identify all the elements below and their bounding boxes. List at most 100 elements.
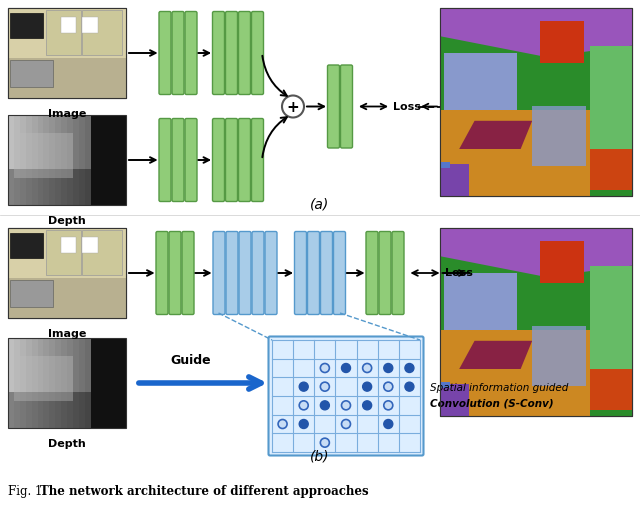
Bar	[8, 392, 14, 428]
Bar	[440, 382, 450, 388]
Bar	[79, 392, 84, 428]
Text: (b): (b)	[310, 450, 330, 464]
Bar	[108, 169, 114, 205]
Polygon shape	[460, 341, 532, 369]
Polygon shape	[460, 121, 532, 149]
FancyBboxPatch shape	[340, 65, 353, 148]
Text: Convolution (S-Conv): Convolution (S-Conv)	[430, 399, 554, 409]
Bar	[46, 10, 81, 55]
Bar	[440, 8, 632, 196]
Bar	[102, 392, 108, 428]
FancyBboxPatch shape	[159, 119, 171, 202]
Circle shape	[363, 364, 372, 372]
Bar	[26, 115, 31, 169]
Polygon shape	[440, 228, 632, 277]
Bar	[8, 228, 126, 318]
Circle shape	[342, 401, 351, 410]
Bar	[49, 392, 55, 428]
Text: Loss: Loss	[445, 268, 472, 278]
Bar	[102, 115, 108, 169]
Bar	[102, 169, 108, 205]
FancyBboxPatch shape	[239, 11, 250, 94]
Circle shape	[342, 364, 351, 372]
Bar	[49, 338, 55, 392]
Bar	[83, 17, 98, 33]
Bar	[31, 115, 38, 169]
Bar	[532, 326, 586, 386]
Circle shape	[282, 95, 304, 117]
FancyBboxPatch shape	[226, 231, 238, 314]
Bar	[83, 230, 122, 275]
Bar	[31, 169, 38, 205]
Bar	[440, 8, 632, 196]
Bar	[79, 338, 84, 392]
Bar	[73, 115, 79, 169]
Bar	[540, 241, 584, 283]
Circle shape	[321, 438, 330, 447]
FancyBboxPatch shape	[328, 65, 339, 148]
Bar	[49, 115, 55, 169]
Bar	[91, 115, 126, 205]
Bar	[8, 228, 126, 318]
Bar	[61, 392, 67, 428]
FancyBboxPatch shape	[185, 119, 197, 202]
Bar	[20, 338, 26, 392]
FancyBboxPatch shape	[252, 11, 264, 94]
FancyBboxPatch shape	[333, 231, 346, 314]
Bar	[91, 338, 126, 428]
Bar	[590, 46, 632, 149]
Bar	[8, 169, 14, 205]
Bar	[108, 338, 114, 392]
FancyBboxPatch shape	[392, 231, 404, 314]
FancyBboxPatch shape	[182, 231, 194, 314]
FancyBboxPatch shape	[379, 231, 391, 314]
FancyBboxPatch shape	[265, 231, 277, 314]
Bar	[46, 230, 81, 275]
Bar	[114, 115, 120, 169]
Bar	[8, 8, 126, 57]
Bar	[8, 338, 14, 392]
Text: Guide: Guide	[171, 354, 211, 367]
Bar	[84, 115, 91, 169]
FancyBboxPatch shape	[321, 231, 333, 314]
Bar	[10, 280, 53, 307]
Circle shape	[300, 401, 308, 410]
Text: (a): (a)	[310, 198, 330, 212]
Bar	[532, 106, 586, 166]
Bar	[14, 356, 73, 401]
Bar	[84, 392, 91, 428]
Bar	[590, 149, 632, 190]
Circle shape	[384, 364, 393, 372]
Circle shape	[405, 382, 414, 391]
Bar	[83, 237, 98, 253]
Bar	[91, 169, 97, 205]
Bar	[8, 57, 126, 98]
Polygon shape	[440, 8, 632, 57]
Text: +: +	[287, 100, 300, 115]
Bar	[440, 228, 632, 416]
FancyBboxPatch shape	[156, 231, 168, 314]
FancyBboxPatch shape	[225, 119, 237, 202]
FancyBboxPatch shape	[185, 11, 197, 94]
Text: Depth: Depth	[48, 439, 86, 449]
Bar	[38, 338, 44, 392]
Bar	[108, 392, 114, 428]
Bar	[10, 12, 44, 37]
Bar	[20, 392, 26, 428]
Bar	[14, 133, 73, 178]
Text: Depth: Depth	[48, 216, 86, 226]
Bar	[91, 115, 97, 169]
Bar	[20, 115, 26, 169]
Bar	[73, 392, 79, 428]
Bar	[49, 169, 55, 205]
Bar	[440, 228, 632, 416]
Bar	[44, 169, 49, 205]
Bar	[97, 115, 102, 169]
Bar	[444, 273, 517, 329]
Bar	[31, 392, 38, 428]
Bar	[8, 228, 126, 278]
Bar	[61, 338, 67, 392]
Polygon shape	[440, 329, 590, 416]
FancyBboxPatch shape	[294, 231, 307, 314]
Bar	[61, 115, 67, 169]
